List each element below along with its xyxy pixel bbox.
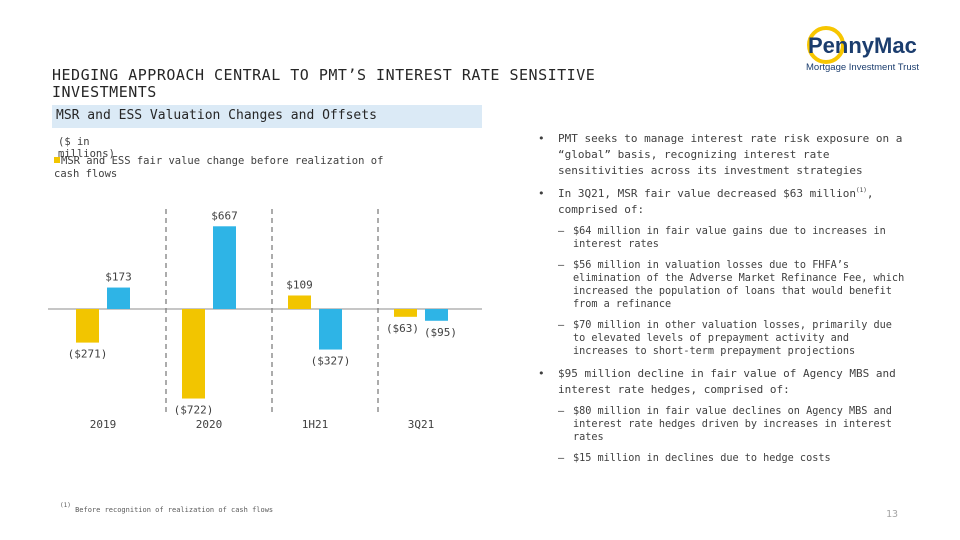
- bar-blue: [213, 226, 236, 309]
- bullet-dot: •: [538, 187, 545, 200]
- bullet-dot: •: [538, 367, 545, 380]
- data-label: ($722): [174, 404, 214, 417]
- x-tick-label: 3Q21: [408, 418, 435, 431]
- bar-gold: [288, 295, 311, 309]
- data-label: ($63): [386, 322, 419, 335]
- pennymac-logo: PennyMac Mortgage Investment Trust: [806, 26, 919, 73]
- logo-subtitle: Mortgage Investment Trust: [806, 62, 919, 73]
- data-label: $109: [286, 278, 313, 291]
- bullet-item: • In 3Q21, MSR fair value decreased $63 m…: [538, 187, 874, 216]
- data-label: ($327): [311, 355, 351, 368]
- bar-gold: [182, 309, 205, 399]
- units-label: ($ in millions): [58, 136, 115, 160]
- x-tick-label: 1H21: [302, 418, 329, 431]
- sub-bullet-item: – $64 million in fair value gains due to …: [558, 226, 886, 250]
- logo-wordmark: PennyMac: [808, 33, 917, 58]
- x-tick-label: 2020: [196, 418, 223, 431]
- data-label: ($271): [68, 348, 108, 361]
- data-label: ($95): [424, 326, 457, 339]
- page-title: HEDGING APPROACH CENTRAL TO PMT’S INTERE…: [52, 66, 596, 101]
- legend-swatch-gold: [54, 157, 60, 163]
- section-header-bar: [52, 105, 482, 128]
- bullet-dot: •: [538, 132, 545, 145]
- bar-gold: [76, 309, 99, 343]
- legend-label: MSR and ESS fair value change before rea…: [54, 155, 384, 180]
- data-label: $173: [105, 271, 132, 284]
- x-tick-label: 2019: [90, 418, 117, 431]
- bar-gold: [394, 309, 417, 317]
- footnote: (1) Before recognition of realization of…: [60, 502, 274, 515]
- bar-blue: [107, 287, 130, 309]
- bar-blue: [425, 309, 448, 321]
- sub-bullet-item: – $56 million in valuation losses due to …: [558, 260, 905, 310]
- logo-ring-icon: [807, 26, 845, 64]
- section-header-label: MSR and ESS Valuation Changes and Offset…: [56, 108, 377, 123]
- footnote-ref: (1): [856, 187, 867, 194]
- sub-bullet-item: – $80 million in fair value declines on A…: [558, 406, 892, 443]
- data-label: $667: [211, 209, 238, 222]
- bullet-item: • $95 million decline in fair value of Ag…: [538, 367, 896, 396]
- chart-legend: MSR and ESS fair value change before rea…: [54, 155, 394, 181]
- bar-chart: ($271) $173 2019 ($722) $667 2020 $109 ($327) 1H…: [48, 209, 482, 431]
- bullet-list: • PMT seeks to manage interest rate risk …: [530, 131, 910, 473]
- page-number: 13: [886, 509, 899, 520]
- sub-bullet-item: – $15 million in declines due to hedge co…: [558, 453, 831, 464]
- sub-bullet-item: – $70 million in other valuation losses, …: [558, 320, 892, 357]
- bullet-item: • PMT seeks to manage interest rate risk …: [538, 132, 903, 177]
- bar-blue: [319, 309, 342, 350]
